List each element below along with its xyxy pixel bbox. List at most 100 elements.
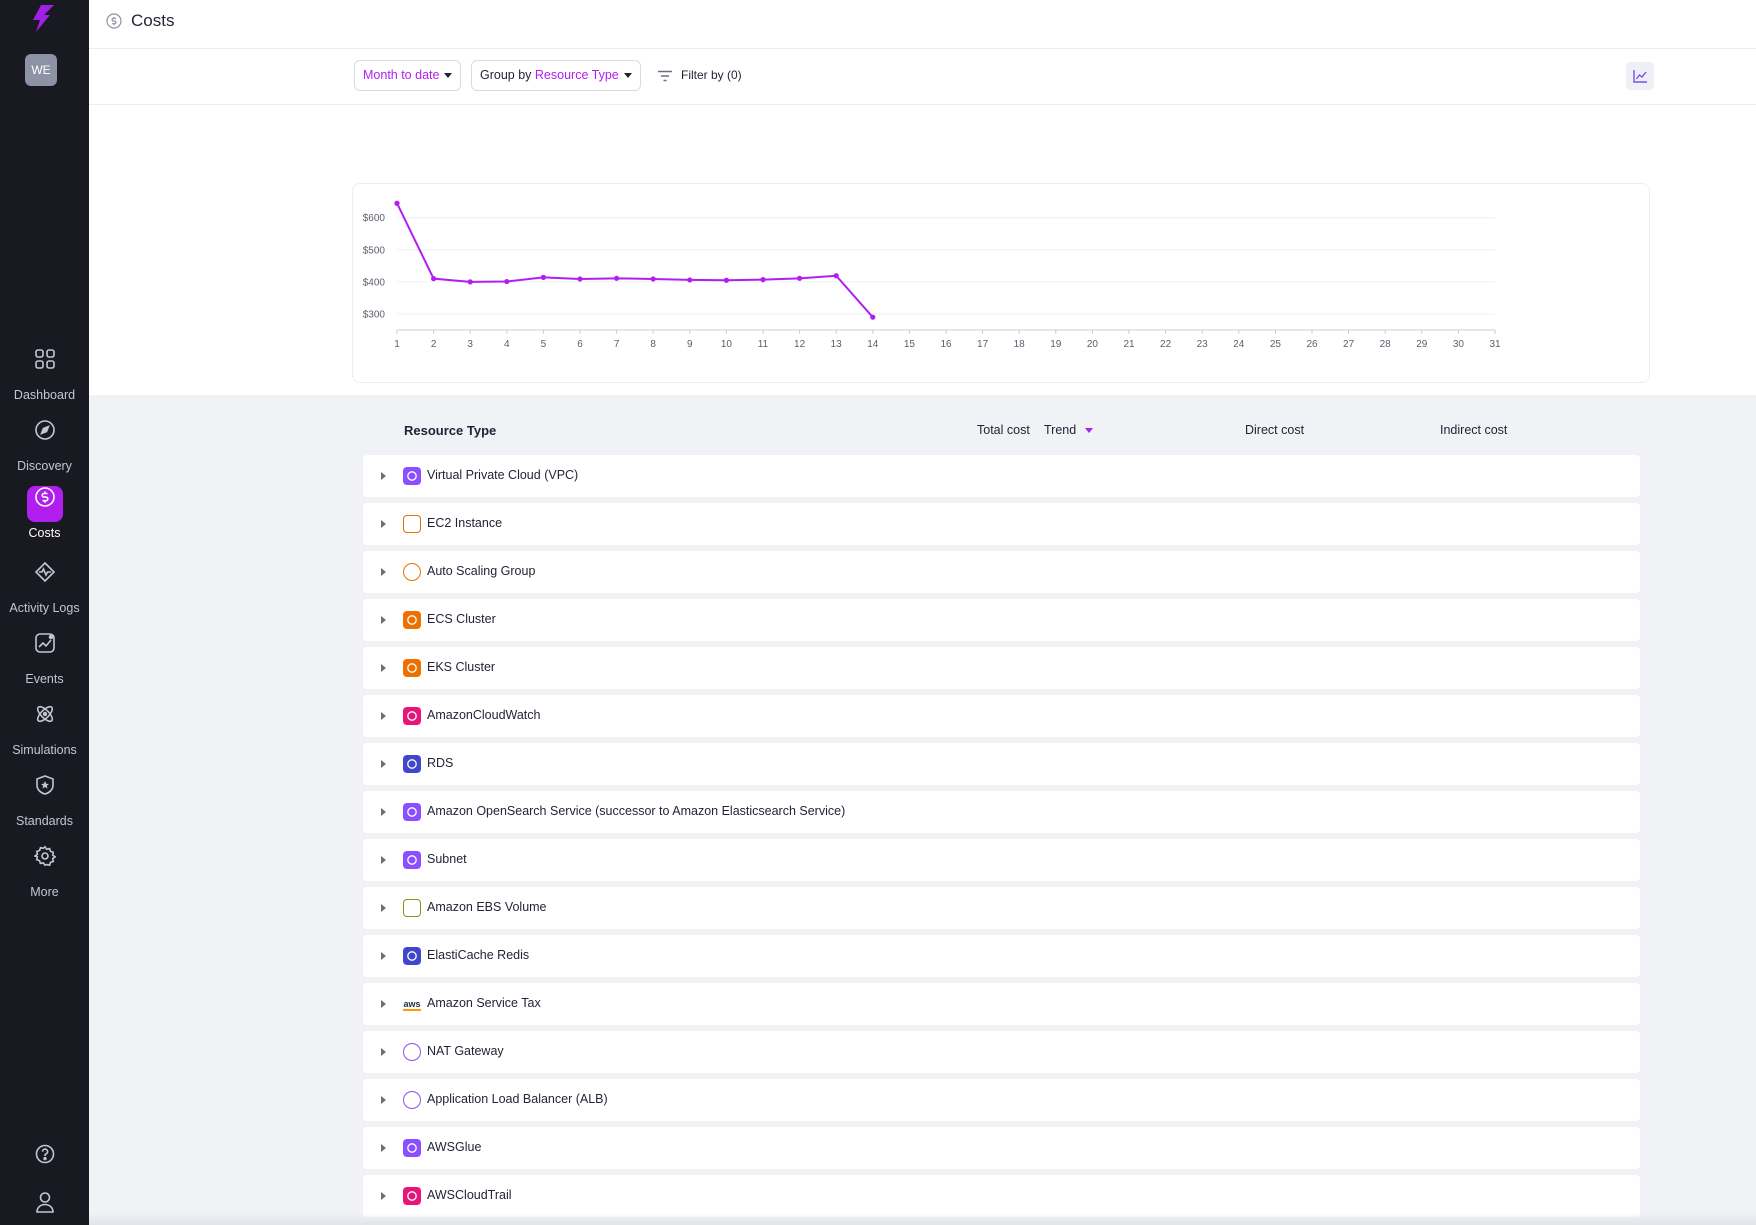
toolbar: Month to date Group by Resource Type Fil… [89, 49, 1756, 105]
table-row[interactable]: ECS Cluster [363, 599, 1640, 641]
expand-icon[interactable] [381, 568, 386, 576]
header-direct-cost[interactable]: Direct cost [1245, 423, 1305, 437]
y-tick-label: $500 [363, 245, 386, 256]
x-tick-label: 8 [650, 339, 656, 350]
expand-icon[interactable] [381, 616, 386, 624]
expand-icon[interactable] [381, 1144, 386, 1152]
expand-icon[interactable] [381, 1000, 386, 1008]
bottom-fade [89, 1213, 1756, 1225]
table-row[interactable]: Application Load Balancer (ALB) [363, 1079, 1640, 1121]
x-tick-label: 30 [1453, 339, 1465, 350]
shield-icon [27, 774, 63, 810]
table-row[interactable]: NAT Gateway [363, 1031, 1640, 1073]
chevron-down-icon [444, 73, 453, 79]
expand-icon[interactable] [381, 856, 386, 864]
page-title: Costs [131, 11, 175, 30]
expand-icon[interactable] [381, 808, 386, 816]
table-row[interactable]: AmazonCloudWatch [363, 695, 1640, 737]
resource-name: Application Load Balancer (ALB) [427, 1092, 608, 1106]
data-point [467, 279, 473, 285]
expand-icon[interactable] [381, 472, 386, 480]
header-resource-type[interactable]: Resource Type [404, 423, 497, 438]
dollar-icon [26, 486, 63, 522]
nav-discovery[interactable]: Discovery [0, 412, 89, 473]
nav-label: Simulations [12, 743, 77, 757]
nav-dashboard[interactable]: Dashboard [0, 341, 89, 402]
expand-icon[interactable] [381, 952, 386, 960]
table-row[interactable]: RDS [363, 743, 1640, 785]
nav-label: Costs [28, 526, 61, 540]
nav-simulations[interactable]: Simulations [0, 696, 89, 757]
y-tick-label: $400 [363, 277, 386, 288]
table-row[interactable]: Subnet [363, 839, 1640, 881]
opensearch-icon [403, 803, 421, 821]
header-trend[interactable]: Trend [1044, 423, 1094, 437]
filter-icon [658, 70, 672, 82]
table-row[interactable]: EKS Cluster [363, 647, 1640, 689]
x-tick-label: 28 [1380, 339, 1392, 350]
expand-icon[interactable] [381, 712, 386, 720]
nav-activity-logs[interactable]: Activity Logs [0, 554, 89, 615]
data-point [614, 275, 620, 281]
compass-icon [27, 419, 63, 455]
expand-icon[interactable] [381, 1192, 386, 1200]
expand-icon[interactable] [381, 1096, 386, 1104]
chart-toggle-button[interactable] [1626, 62, 1654, 90]
nav-events[interactable]: Events [0, 625, 89, 686]
x-tick-label: 9 [687, 339, 693, 350]
nav-more[interactable]: More [0, 838, 89, 899]
x-tick-label: 14 [867, 339, 879, 350]
table-row[interactable]: Virtual Private Cloud (VPC) [363, 455, 1640, 497]
avatar[interactable]: WE [25, 54, 57, 86]
dollar-icon [106, 13, 122, 29]
x-tick-label: 26 [1306, 339, 1318, 350]
vpc-icon [403, 467, 421, 485]
x-tick-label: 27 [1343, 339, 1355, 350]
header-total-cost[interactable]: Total cost [977, 423, 1030, 437]
table-row[interactable]: Amazon EBS Volume [363, 887, 1640, 929]
events-icon [27, 632, 63, 668]
filter-label: Filter by (0) [681, 68, 742, 82]
nav-label: Activity Logs [9, 601, 80, 615]
table-row[interactable]: ElastiCache Redis [363, 935, 1640, 977]
resource-name: RDS [427, 756, 454, 770]
atom-icon [27, 703, 63, 739]
ecs-icon [403, 611, 421, 629]
group-by-dropdown[interactable]: Group by Resource Type [471, 60, 641, 91]
data-point [394, 200, 400, 206]
table-row[interactable]: Amazon OpenSearch Service (successor to … [363, 791, 1640, 833]
table-row[interactable]: AWSCloudTrail [363, 1175, 1640, 1217]
autoscaling-icon [403, 563, 421, 581]
expand-icon[interactable] [381, 664, 386, 672]
cost-table: Resource Type Total cost Trend Direct co… [89, 395, 1756, 1225]
nav-standards[interactable]: Standards [0, 767, 89, 828]
nav-costs[interactable]: Costs [0, 479, 89, 540]
expand-icon[interactable] [381, 760, 386, 768]
expand-icon[interactable] [381, 1048, 386, 1056]
filter-button[interactable]: Filter by (0) [657, 68, 742, 82]
x-tick-label: 1 [394, 339, 400, 350]
table-row[interactable]: aws Amazon Service Tax [363, 983, 1640, 1025]
date-range-dropdown[interactable]: Month to date [354, 60, 462, 91]
activity-icon [27, 561, 63, 597]
x-tick-label: 5 [541, 339, 547, 350]
header-indirect-cost[interactable]: Indirect cost [1440, 423, 1508, 437]
table-row[interactable]: AWSGlue [363, 1127, 1640, 1169]
x-tick-label: 13 [831, 339, 843, 350]
nav-label: Discovery [17, 459, 72, 473]
resource-name: ECS Cluster [427, 612, 496, 626]
expand-icon[interactable] [381, 904, 386, 912]
table-row[interactable]: EC2 Instance [363, 503, 1640, 545]
expand-icon[interactable] [381, 520, 386, 528]
x-tick-label: 2 [431, 339, 437, 350]
profile-button[interactable] [0, 1191, 89, 1213]
help-icon [35, 1144, 54, 1164]
help-button[interactable] [0, 1144, 89, 1164]
page-header: Costs [89, 0, 1756, 49]
glue-icon [403, 1139, 421, 1157]
x-tick-label: 11 [758, 339, 769, 350]
rds-icon [403, 755, 421, 773]
x-tick-label: 21 [1123, 339, 1135, 350]
logo-icon[interactable] [27, 4, 57, 34]
table-row[interactable]: Auto Scaling Group [363, 551, 1640, 593]
